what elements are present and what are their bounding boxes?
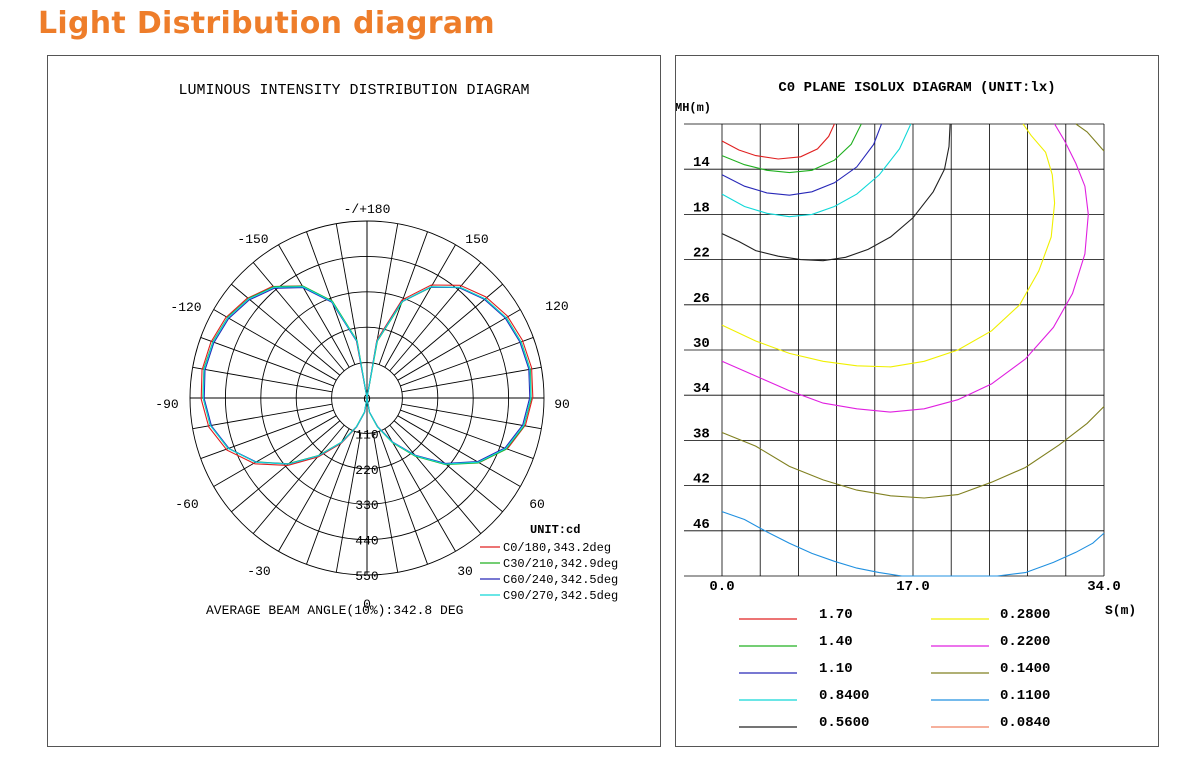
legend-label: 1.10 <box>819 661 853 677</box>
y-tick-label: 14 <box>693 155 710 171</box>
angle-label: -/+180 <box>344 202 391 217</box>
legend-label: C90/270,342.5deg <box>503 589 618 603</box>
radial-tick-label: 110 <box>355 427 378 442</box>
grid-spoke <box>389 262 482 372</box>
radial-tick-label: 220 <box>355 463 378 478</box>
legend-label: 0.2200 <box>1000 634 1050 650</box>
angle-label: 60 <box>529 497 545 512</box>
grid-spoke <box>252 424 345 534</box>
angle-label: 90 <box>554 397 570 412</box>
isolux-chart: C0 PLANE ISOLUX DIAGRAM (UNIT:lx) MH(m) 14… <box>676 80 1136 731</box>
x-tick-label: 17.0 <box>896 579 930 595</box>
isolux-chart-panel: C0 PLANE ISOLUX DIAGRAM (UNIT:lx) MH(m) 14… <box>675 55 1159 747</box>
y-tick-label: 18 <box>693 200 710 216</box>
grid-spoke <box>335 432 362 573</box>
isolux-contour <box>721 123 1089 413</box>
unit-label: UNIT:cd <box>530 523 580 537</box>
grid-spoke <box>384 428 456 552</box>
grid-spoke <box>278 428 350 552</box>
grid-spoke <box>400 337 534 387</box>
grid-spoke <box>306 431 356 565</box>
y-tick-label: 34 <box>693 381 710 397</box>
grid-spoke <box>231 420 341 513</box>
grid-spoke <box>278 244 350 368</box>
grid-spoke <box>384 244 456 368</box>
polar-chart-panel: LUMINOUS INTENSITY DISTRIBUTION DIAGRAM -… <box>47 55 661 747</box>
x-axis-title: S(m) <box>1105 603 1136 618</box>
grid-spoke <box>378 431 428 565</box>
legend-label: 0.1100 <box>1000 688 1050 704</box>
grid-spoke <box>200 337 334 387</box>
y-tick-label: 30 <box>693 336 710 352</box>
grid-spoke <box>213 415 337 487</box>
grid-spoke <box>397 415 521 487</box>
grid-spoke <box>372 432 399 573</box>
isolux-contour <box>721 123 883 196</box>
grid-spoke <box>192 403 333 430</box>
intensity-curve <box>202 286 532 465</box>
angle-label: 120 <box>545 299 568 314</box>
beam-angle-footer: AVERAGE BEAM ANGLE(10%):342.8 DEG <box>206 603 463 618</box>
angle-label: 0 <box>363 597 371 612</box>
angle-label: 150 <box>465 232 488 247</box>
isolux-contour <box>721 511 1105 577</box>
isolux-contour <box>721 406 1105 499</box>
legend-label: 1.40 <box>819 634 853 650</box>
polar-chart: LUMINOUS INTENSITY DISTRIBUTION DIAGRAM -… <box>155 82 618 618</box>
isolux-contour <box>721 123 862 174</box>
grid-spoke <box>400 409 534 459</box>
grid-spoke <box>200 409 334 459</box>
chart-title: C0 PLANE ISOLUX DIAGRAM (UNIT:lx) <box>778 80 1055 96</box>
isolux-contour <box>721 123 1056 368</box>
grid-spoke <box>393 420 503 513</box>
y-tick-label: 38 <box>693 426 710 442</box>
isolux-contour <box>1075 123 1105 152</box>
angle-label: -120 <box>170 300 201 315</box>
angle-label: -30 <box>247 564 270 579</box>
legend-label: C60/240,342.5deg <box>503 573 618 587</box>
isolux-contour <box>721 123 835 160</box>
grid-spoke <box>252 262 345 372</box>
angle-label: -150 <box>237 232 268 247</box>
legend-label: 0.0840 <box>1000 715 1050 731</box>
angle-label: -90 <box>155 397 178 412</box>
grid-spoke <box>389 424 482 534</box>
radial-tick-label: 550 <box>355 569 378 584</box>
chart-title: LUMINOUS INTENSITY DISTRIBUTION DIAGRAM <box>178 82 529 99</box>
grid-spoke <box>213 309 337 381</box>
grid-spoke <box>378 231 428 365</box>
isolux-contour <box>721 123 912 218</box>
legend-label: 0.5600 <box>819 715 869 731</box>
angle-label: -60 <box>175 497 198 512</box>
grid-spoke <box>401 366 542 393</box>
legend-label: C0/180,343.2deg <box>503 541 611 555</box>
y-tick-label: 42 <box>693 472 710 488</box>
legend-label: 0.2800 <box>1000 607 1050 623</box>
legend-label: 0.8400 <box>819 688 869 704</box>
angle-label: 30 <box>457 564 473 579</box>
legend-label: C30/210,342.9deg <box>503 557 618 571</box>
polar-grid <box>189 220 545 576</box>
page-title: Light Distribution diagram <box>38 6 495 41</box>
grid-spoke <box>192 366 333 393</box>
isolux-grid <box>684 123 1105 577</box>
y-tick-label: 22 <box>693 246 710 262</box>
x-tick-label: 34.0 <box>1087 579 1121 595</box>
isolux-contour <box>721 123 951 262</box>
x-tick-label: 0.0 <box>709 579 734 595</box>
y-tick-label: 26 <box>693 291 710 307</box>
grid-spoke <box>397 309 521 381</box>
radial-tick-label: 440 <box>355 534 378 549</box>
legend-label: 0.1400 <box>1000 661 1050 677</box>
grid-spoke <box>401 403 542 430</box>
radial-tick-label: 330 <box>355 498 378 513</box>
grid-spoke <box>306 231 356 365</box>
y-tick-label: 46 <box>693 517 710 533</box>
legend-label: 1.70 <box>819 607 853 623</box>
y-axis-title: MH(m) <box>676 101 711 115</box>
